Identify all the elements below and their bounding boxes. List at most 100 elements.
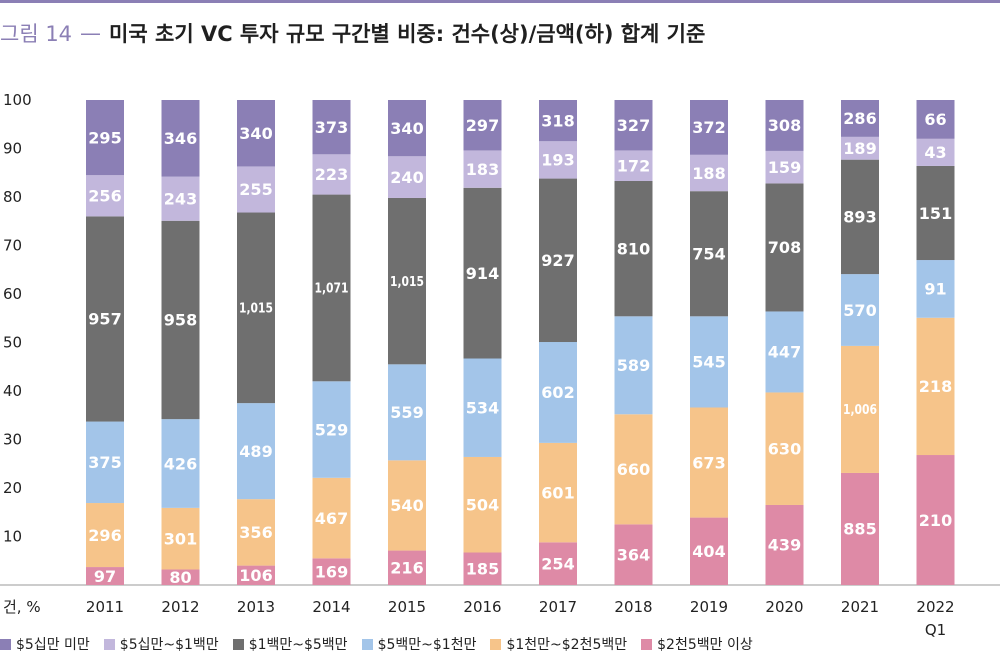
bar-segment bbox=[841, 345, 879, 473]
data-label: 218 bbox=[919, 377, 952, 396]
data-label: 673 bbox=[692, 453, 725, 472]
legend-label: $1천만~$2천5백만 bbox=[506, 637, 628, 653]
bar-segment bbox=[86, 216, 124, 422]
bar-segment bbox=[388, 460, 426, 551]
legend-label: $2천5백만 이상 bbox=[657, 637, 753, 653]
bar-segment bbox=[463, 100, 502, 151]
bar-segment bbox=[237, 499, 275, 566]
y-tick-label: 30 bbox=[3, 431, 22, 449]
bar-segment bbox=[388, 100, 426, 157]
legend-label: $1백만~$5백만 bbox=[248, 637, 348, 653]
bar-segment bbox=[86, 175, 124, 217]
data-label: 356 bbox=[239, 523, 272, 542]
data-label: 346 bbox=[164, 129, 197, 148]
data-label: 467 bbox=[315, 509, 348, 528]
data-label: 169 bbox=[315, 562, 348, 581]
legend-swatch bbox=[490, 638, 502, 650]
data-label: 255 bbox=[239, 180, 272, 199]
data-label: 602 bbox=[541, 383, 574, 402]
bar-segment bbox=[765, 150, 804, 184]
data-label: 439 bbox=[768, 536, 801, 555]
bar-segment bbox=[86, 503, 124, 568]
bar-segment bbox=[237, 166, 275, 213]
bar-segment bbox=[237, 403, 275, 500]
bar-segment bbox=[690, 517, 728, 585]
data-label: 286 bbox=[843, 109, 876, 128]
axis-unit-label: 건, % bbox=[3, 598, 41, 616]
data-label: 327 bbox=[617, 116, 650, 135]
bar-segment bbox=[312, 477, 351, 559]
bar-segment bbox=[388, 197, 426, 365]
legend-swatch bbox=[641, 638, 653, 650]
data-label: 185 bbox=[466, 560, 499, 579]
data-label: 297 bbox=[466, 116, 499, 135]
data-label: 318 bbox=[541, 111, 574, 130]
bar-segment bbox=[388, 364, 426, 461]
bar-segment bbox=[237, 212, 275, 404]
data-label: 151 bbox=[919, 204, 952, 223]
bar-segment bbox=[690, 316, 728, 408]
bar-segment bbox=[614, 524, 653, 585]
bar-segment bbox=[916, 165, 955, 261]
bar-segment bbox=[841, 100, 879, 137]
data-label: 375 bbox=[88, 453, 121, 472]
y-tick-label: 20 bbox=[3, 479, 22, 497]
data-label: 188 bbox=[692, 164, 725, 183]
data-label: 957 bbox=[88, 310, 121, 329]
y-tick-label: 10 bbox=[3, 528, 22, 546]
data-label: 43 bbox=[924, 143, 946, 162]
bar-segment bbox=[86, 567, 124, 585]
data-label: 404 bbox=[692, 542, 725, 561]
legend-item: $2천5백만 이상 bbox=[641, 634, 753, 654]
data-label: 426 bbox=[164, 454, 197, 473]
x-tick-label: 2020 bbox=[765, 598, 803, 616]
x-tick-label: 2011 bbox=[86, 598, 124, 616]
top-rule bbox=[0, 0, 1000, 3]
bar-segment bbox=[690, 100, 728, 155]
bar-segment bbox=[690, 191, 728, 317]
bar-segment bbox=[614, 150, 653, 181]
data-label: 529 bbox=[315, 420, 348, 439]
data-label: 240 bbox=[390, 168, 423, 187]
data-label: 1,015 bbox=[239, 302, 273, 317]
y-tick-label: 50 bbox=[3, 334, 22, 352]
chart-legend: $5십만 미만 $5십만~$1백만 $1백만~$5백만 $5백만~$1천만 $1천만~$… bbox=[0, 634, 767, 654]
data-label: 754 bbox=[692, 245, 725, 264]
bar-segment bbox=[161, 569, 200, 585]
title-dash: — bbox=[80, 21, 102, 45]
data-label: 254 bbox=[541, 554, 574, 573]
legend-swatch bbox=[0, 638, 11, 650]
data-label: 958 bbox=[164, 311, 197, 330]
data-label: 489 bbox=[239, 442, 272, 461]
bar-segment bbox=[841, 472, 879, 585]
data-label: 91 bbox=[924, 280, 946, 299]
bar-segment bbox=[463, 456, 502, 553]
data-label: 189 bbox=[843, 139, 876, 158]
data-label: 106 bbox=[239, 566, 272, 585]
data-label: 559 bbox=[390, 403, 423, 422]
bar-segment bbox=[841, 159, 879, 275]
bar-segment bbox=[237, 565, 275, 585]
legend-label: $5백만~$1천만 bbox=[377, 637, 477, 653]
bar-segment bbox=[841, 274, 879, 346]
bar-segment bbox=[161, 176, 200, 221]
data-label: 545 bbox=[692, 353, 725, 372]
data-label: 1,071 bbox=[315, 282, 349, 297]
bar-segment bbox=[841, 136, 879, 160]
bar-segment bbox=[614, 414, 653, 525]
data-label: 540 bbox=[390, 496, 423, 515]
data-label: 601 bbox=[541, 483, 574, 502]
data-label: 340 bbox=[239, 124, 272, 143]
data-label: 630 bbox=[768, 439, 801, 458]
data-label: 364 bbox=[617, 545, 650, 564]
data-label: 66 bbox=[924, 110, 946, 129]
data-label: 340 bbox=[390, 119, 423, 138]
x-tick-label: 2016 bbox=[463, 598, 501, 616]
x-tick-label: 2015 bbox=[388, 598, 426, 616]
x-tick-label: 2018 bbox=[614, 598, 652, 616]
data-label: 183 bbox=[466, 160, 499, 179]
bar-segment bbox=[388, 156, 426, 198]
data-label: 810 bbox=[617, 239, 650, 258]
data-label: 296 bbox=[88, 526, 121, 545]
bar-segment bbox=[614, 100, 653, 151]
